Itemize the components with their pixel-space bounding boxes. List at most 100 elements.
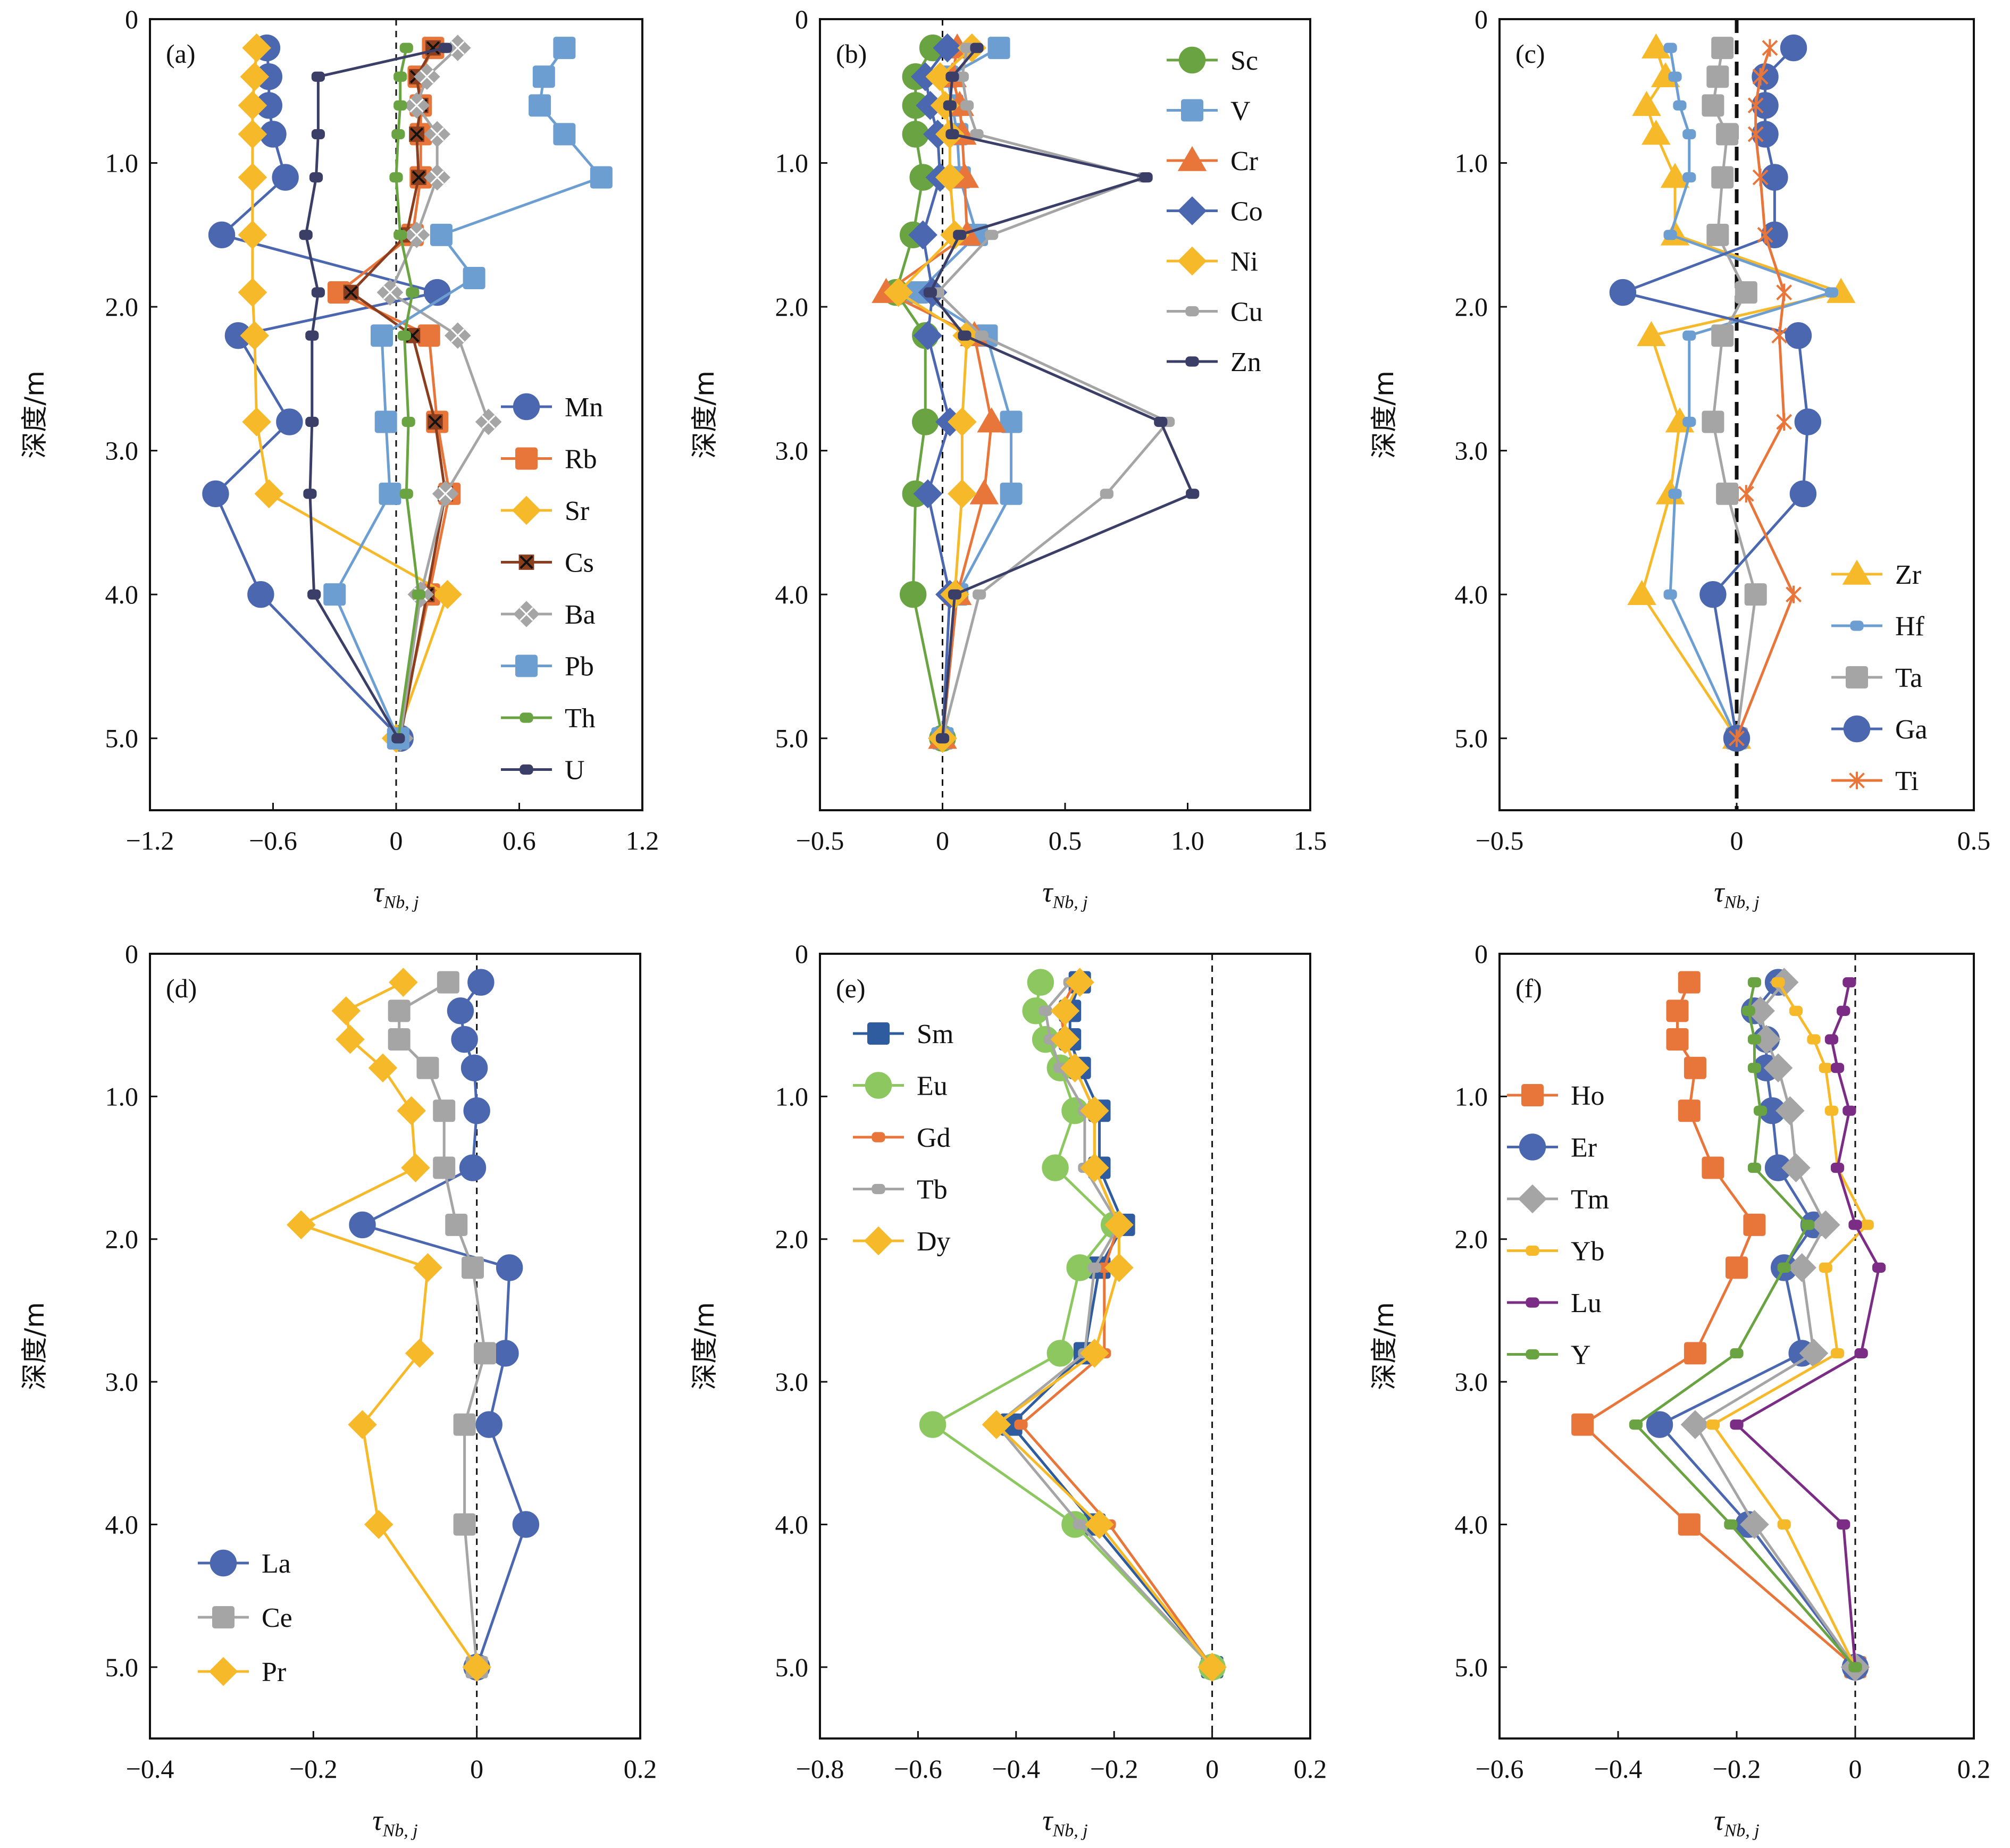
x-tick-label: −0.6: [1476, 1754, 1524, 1784]
panel-0: 0 1.0 2.0 3.0 4.0 5.0 −1.2 −0.6 0 0.6 1.2 深度/m τNb, …: [19, 4, 659, 912]
data-point: [336, 1024, 365, 1054]
data-point: [1794, 408, 1822, 435]
panel-label: (e): [836, 973, 866, 1003]
legend-item: Rb: [501, 444, 597, 475]
data-point: [1771, 977, 1785, 988]
data-point: [323, 583, 346, 606]
data-point: [305, 416, 319, 427]
data-point: [1663, 43, 1677, 53]
data-point: [1780, 34, 1807, 62]
data-point: [1663, 230, 1677, 240]
data-point: [370, 324, 393, 347]
x-tick-label: 0: [936, 826, 949, 855]
data-point: [1702, 410, 1724, 433]
y-tick-label: 4.0: [105, 579, 139, 609]
data-point: [1730, 1419, 1744, 1430]
data-point: [391, 129, 405, 140]
data-point: [1752, 121, 1779, 148]
data-point: [240, 321, 270, 350]
legend-label: Sr: [565, 496, 589, 526]
legend-item: Er: [1507, 1133, 1597, 1163]
x-tick-label: 1.2: [626, 826, 659, 855]
data-point: [238, 278, 267, 307]
legend-marker: [1185, 356, 1199, 367]
y-axis-label: 深度/m: [19, 1302, 50, 1390]
data-point: [1830, 1162, 1845, 1173]
data-point: [299, 230, 313, 240]
data-point: [1711, 324, 1734, 347]
panel-5: 0 1.0 2.0 3.0 4.0 5.0 −0.6 −0.4 −0.2 0 0.2 深度/m τNb,…: [1369, 939, 1990, 1841]
plot-frame: [819, 953, 1311, 1740]
data-point: [303, 489, 317, 499]
data-point: [492, 1340, 519, 1367]
data-point: [425, 40, 441, 56]
data-point: [1743, 1213, 1766, 1236]
data-point: [1872, 1262, 1886, 1273]
data-point: [1819, 1063, 1832, 1073]
data-point: [1000, 410, 1023, 433]
data-point: [1747, 1162, 1762, 1173]
data-point: [1139, 172, 1153, 183]
legend-item: Eu: [853, 1071, 948, 1102]
x-tick-label: −0.2: [1713, 1754, 1761, 1784]
data-point: [439, 43, 453, 53]
series-line: [304, 46, 446, 739]
x-tick-label: 0: [1849, 1754, 1862, 1784]
data-point: [368, 1053, 398, 1082]
data-point: [1744, 583, 1767, 606]
data-point: [1702, 94, 1724, 117]
series-Zn: [923, 43, 1200, 744]
legend-item: Tm: [1507, 1184, 1609, 1215]
x-tick-label: 0.5: [1049, 826, 1082, 855]
legend-item: Cr: [1167, 146, 1258, 177]
legend-label: Cs: [565, 548, 594, 578]
data-point: [240, 62, 270, 91]
x-tick-label: 0: [390, 826, 403, 855]
legend-item: Sm: [853, 1019, 953, 1049]
x-axis-label: τNb, j: [373, 876, 418, 912]
data-point: [1811, 1210, 1840, 1240]
data-point: [254, 479, 284, 509]
data-point: [401, 1153, 430, 1182]
legend-item: Th: [501, 703, 596, 734]
data-point: [1080, 1339, 1109, 1368]
data-point: [1837, 1519, 1850, 1530]
data-point: [948, 589, 962, 600]
data-point: [427, 414, 443, 430]
data-point: [1754, 1105, 1768, 1116]
data-point: [460, 1054, 488, 1081]
legend-marker: [1842, 559, 1872, 585]
legend-marker: [1519, 1133, 1546, 1161]
data-point: [1807, 1034, 1821, 1045]
data-point: [242, 407, 271, 436]
series-Lu: [1730, 977, 1886, 1673]
data-point: [935, 733, 950, 744]
legend-marker: [1526, 1297, 1539, 1308]
legend-label: V: [1230, 96, 1251, 127]
y-tick-label: 3.0: [105, 436, 139, 466]
data-point: [1684, 1056, 1706, 1079]
legend-marker: [515, 654, 538, 677]
data-point: [388, 1028, 411, 1051]
series-line: [333, 47, 603, 739]
data-point: [948, 479, 977, 509]
x-tick-label: 1.0: [1171, 826, 1204, 855]
legend-label: Th: [565, 703, 596, 734]
legend-label: La: [262, 1549, 291, 1579]
data-point: [1776, 413, 1793, 431]
legend-marker: [1185, 306, 1199, 317]
data-point: [463, 266, 485, 289]
y-tick-label: 0: [1475, 939, 1488, 969]
y-tick-label: 1.0: [775, 148, 809, 178]
data-point: [970, 43, 984, 53]
data-point: [1819, 1262, 1832, 1273]
x-tick-label: −0.4: [1594, 1754, 1643, 1784]
legend-label: Ba: [565, 600, 596, 630]
x-axis-label: τNb, j: [1714, 1804, 1759, 1841]
data-point: [913, 479, 943, 509]
y-axis-label: 深度/m: [1369, 1302, 1400, 1390]
x-tick-label: 0.5: [1957, 826, 1991, 855]
series-Ta: [1702, 37, 1767, 750]
x-axis-label: τNb, j: [372, 1804, 417, 1841]
y-tick-label: 2.0: [1455, 292, 1488, 322]
